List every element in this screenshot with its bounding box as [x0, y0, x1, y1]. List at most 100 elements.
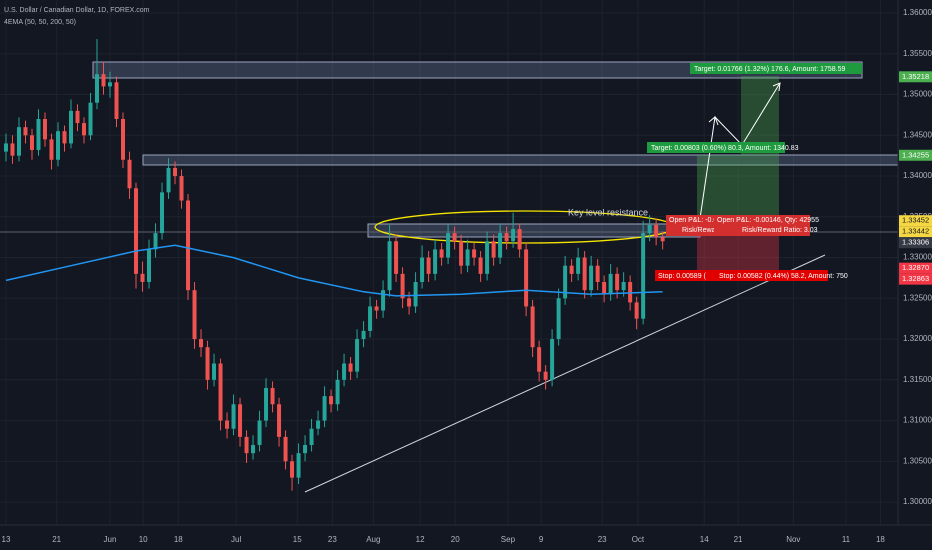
y-tick-label: 1.30000: [903, 497, 932, 506]
price-label: 1.33306: [902, 238, 929, 247]
candle-body: [621, 282, 626, 291]
candle-body: [647, 224, 652, 234]
candle-body: [264, 387, 269, 421]
x-tick-label: 23: [598, 535, 607, 544]
price-label: 1.35218: [902, 72, 929, 81]
candle-body: [511, 229, 516, 242]
price-label: 1.33442: [902, 227, 929, 236]
x-tick-label: 23: [328, 535, 337, 544]
candle-body: [381, 290, 386, 311]
y-tick-label: 1.35500: [903, 49, 932, 58]
candle-body: [218, 363, 223, 421]
candle-body: [160, 192, 165, 234]
y-tick-label: 1.32500: [903, 293, 932, 302]
y-tick-label: 1.34500: [903, 130, 932, 139]
target-label: Target: 0.01766 (1.32%) 176.6, Amount: 1…: [694, 66, 845, 73]
stop-label: Stop: 0.00582 (0.44%) 58.2, Amount: 750: [719, 273, 848, 280]
candle-body: [504, 233, 509, 242]
candle-body: [641, 233, 646, 319]
price-label-box: [899, 149, 932, 161]
candle-body: [595, 265, 600, 283]
label-box: [666, 215, 720, 236]
candle-body: [147, 249, 152, 283]
candle-body: [277, 404, 282, 437]
candle-body: [322, 396, 327, 421]
candle-body: [407, 298, 412, 307]
price-label-box: [899, 237, 932, 249]
x-tick-label: Nov: [786, 535, 800, 544]
label-box: [714, 215, 810, 236]
candle-body: [309, 428, 314, 446]
candle-body: [257, 420, 262, 446]
candle-body: [491, 241, 496, 258]
candle-body: [459, 241, 464, 266]
target-label: Target: 0.00803 (0.60%) 80.3, Amount: 13…: [651, 145, 799, 152]
candle-body: [517, 229, 522, 250]
price-label: 1.33452: [902, 216, 929, 225]
candle-body: [485, 241, 490, 274]
candle-body: [439, 249, 444, 258]
candle-body: [433, 249, 438, 274]
candle-body: [615, 273, 620, 291]
candle-body: [82, 123, 87, 136]
candle-body: [62, 131, 67, 144]
candle-body: [251, 445, 256, 454]
candle-body: [212, 363, 217, 380]
candle-body: [550, 339, 555, 380]
x-tick-label: 18: [174, 535, 183, 544]
risk-reward-label: Risk/Reward: [682, 227, 722, 234]
candle-body: [342, 363, 347, 380]
x-tick-label: 11: [842, 535, 851, 544]
candle-body: [186, 200, 191, 291]
x-tick-label: 9: [539, 535, 544, 544]
candle-body: [608, 273, 613, 295]
candle-body: [231, 404, 236, 429]
candle-body: [42, 118, 47, 140]
candle-body: [329, 396, 334, 405]
candle-body: [498, 233, 503, 258]
candle-body: [153, 233, 158, 250]
x-tick-label: Aug: [366, 535, 380, 544]
price-label-box: [899, 215, 932, 227]
candle-body: [29, 135, 34, 150]
candle-body: [75, 110, 80, 124]
label-box: [716, 270, 828, 281]
candle-body: [556, 298, 561, 340]
trend-line: [304, 254, 826, 493]
candle-body: [134, 188, 139, 274]
x-tick-label: 15: [293, 535, 302, 544]
y-tick-label: 1.32000: [903, 334, 932, 343]
x-tick-label: Jul: [231, 535, 241, 544]
y-tick-label: 1.31000: [903, 416, 932, 425]
candle-body: [420, 257, 425, 283]
price-label-box: [899, 262, 932, 274]
candle-body: [569, 265, 574, 274]
y-tick-label: 1.34000: [903, 171, 932, 180]
price-label: 1.32870: [902, 263, 929, 272]
axes: 1.30000 1.30500 1.31000 1.31500 1.32000 1.325…: [2, 8, 932, 544]
x-tick-label: 13: [2, 535, 11, 544]
candle-body: [140, 273, 145, 283]
candle-body: [478, 257, 483, 274]
candle-body: [530, 306, 535, 348]
candles: [3, 39, 665, 491]
price-label-box: [899, 226, 932, 238]
candle-body: [225, 420, 230, 429]
candle-body: [192, 290, 197, 340]
x-tick-label: Jun: [104, 535, 117, 544]
candle-body: [537, 347, 542, 372]
y-tick-label: 1.31500: [903, 375, 932, 384]
x-tick-label: 20: [451, 535, 460, 544]
price-label-box: [899, 71, 932, 83]
x-tick-label: 14: [700, 535, 709, 544]
candle-body: [127, 159, 132, 189]
candle-body: [335, 379, 340, 405]
arrow-head: [708, 116, 719, 126]
x-tick-label: Oct: [632, 535, 645, 544]
price-label-box: [899, 273, 932, 285]
candle-body: [348, 363, 353, 372]
zone: [142, 154, 899, 166]
candle-body: [563, 265, 568, 299]
price-label: 1.32863: [902, 274, 929, 283]
